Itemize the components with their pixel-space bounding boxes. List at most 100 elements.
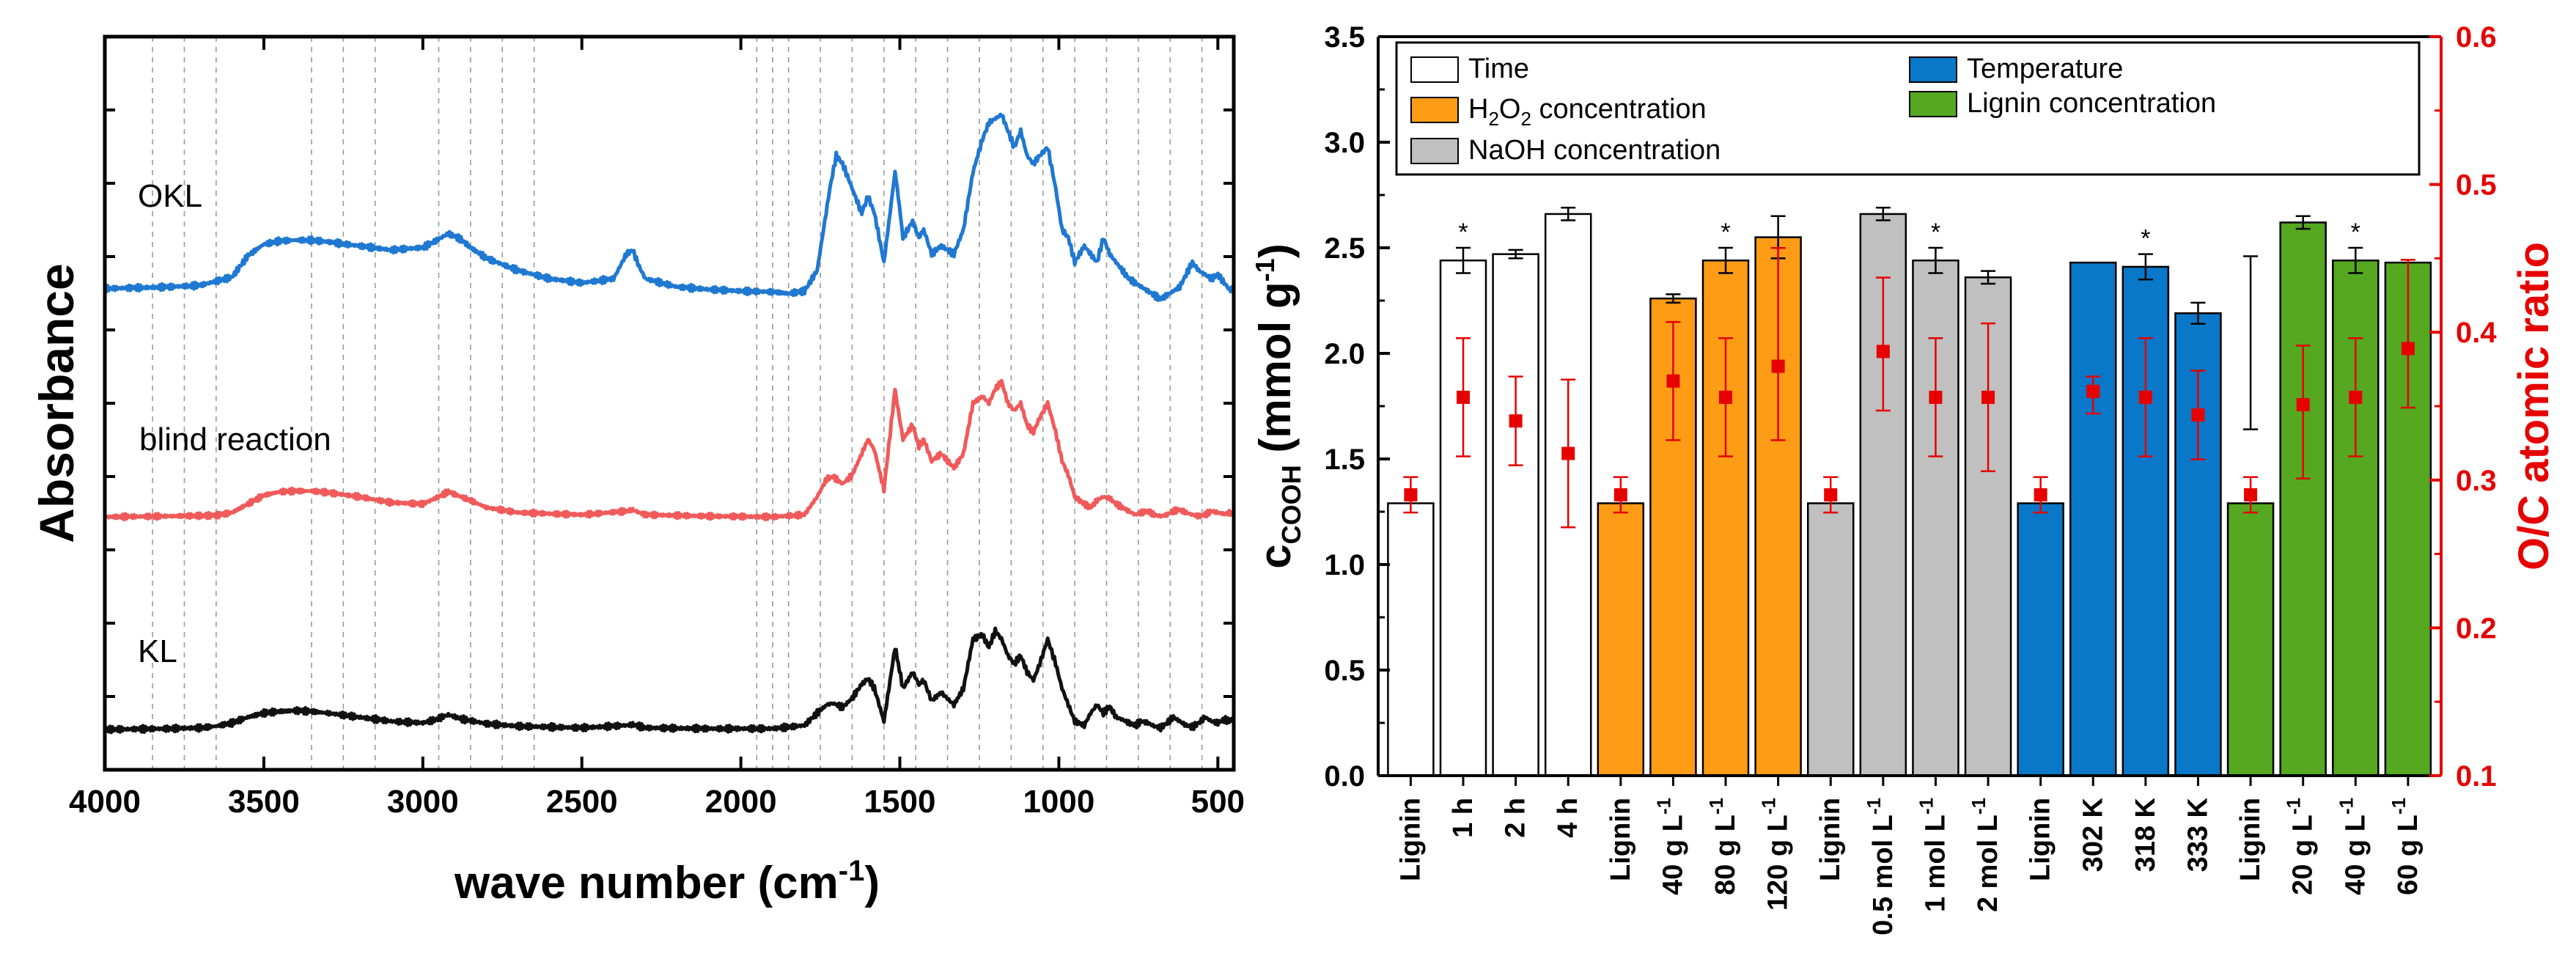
bar-category-text: 80 g L: [1710, 815, 1741, 895]
bar-category-superscript: -1: [1705, 798, 1727, 815]
bar-left-ticks: 0.0 0.5 1.0 1.5 2.0 2.5 3.0 3.5: [1324, 21, 1390, 793]
bar: [2069, 261, 2117, 777]
legend-h2o2-h: H: [1468, 94, 1488, 125]
ftir-x-tick-label: 4000: [69, 784, 141, 820]
oc-ratio-point: [1824, 488, 1838, 501]
bar-category-label: Lignin: [1815, 798, 1846, 881]
bar-left-tick-label: 0.0: [1324, 760, 1365, 793]
bar-category-superscript: -1: [1652, 798, 1674, 815]
bar-category-text: 333 K: [2182, 797, 2213, 872]
bar-category-superscript: -1: [2335, 798, 2357, 815]
significance-marker: *: [2351, 218, 2360, 246]
bar-category-text: 2 h: [1501, 798, 1531, 838]
bar-right-tick-label: 0.3: [2456, 465, 2497, 497]
bar-left-tick-label: 2.0: [1324, 338, 1365, 370]
ftir-line-blind-reaction: [103, 378, 1235, 522]
oc-ratio-point: [2349, 390, 2363, 404]
bar-category-text: 4 h: [1553, 798, 1583, 838]
ftir-x-tick-label: 500: [1191, 784, 1245, 820]
ftir-x-tick-label: 3000: [387, 784, 459, 820]
bar: [1492, 253, 1539, 777]
bar-category-text: Lignin: [1815, 798, 1846, 881]
bar-category-label: 20 g L-1: [2283, 798, 2319, 895]
oc-ratio-point: [1509, 414, 1523, 428]
significance-marker: *: [1721, 218, 1730, 246]
bar-category-text: 40 g L: [1657, 815, 1688, 895]
ftir-x-tick-label: 2500: [546, 784, 618, 820]
bar-left-tick-label: 3.0: [1324, 127, 1365, 159]
oc-ratio-point: [1981, 390, 1995, 404]
ftir-x-tick-label: 3500: [228, 784, 300, 820]
oc-ratio-point: [2244, 488, 2258, 501]
bar-category-text: 1 h: [1448, 798, 1479, 838]
bar-category-text: 60 g L: [2393, 815, 2424, 895]
ftir-x-axis-label-main: wave number (cm: [454, 858, 839, 908]
bar-category-text: Lignin: [1605, 798, 1636, 881]
bar-right-tick-label: 0.5: [2456, 169, 2497, 202]
ftir-line-okl: [103, 112, 1236, 302]
bar-category-label: Lignin: [1395, 798, 1426, 881]
bar-right-ticks: 0.1 0.2 0.3 0.4 0.5 0.6: [2429, 21, 2497, 793]
bar-category-superscript: -1: [2388, 798, 2410, 815]
bar-category-text: 0.5 mol L: [1868, 815, 1899, 935]
legend-frame: [1395, 41, 2421, 176]
significance-marker: *: [2141, 225, 2150, 253]
ftir-x-axis-label: wave number (cm-1): [454, 855, 880, 908]
ftir-x-ticks: 4000 3500 3000 2500 2000 1500 1000 500: [69, 37, 1245, 820]
bar: [2279, 221, 2327, 777]
bar-category-label: 2 h: [1501, 798, 1531, 838]
bar-left-tick-label: 3.5: [1324, 21, 1365, 54]
bar-category-superscript: -1: [1863, 798, 1885, 815]
legend-swatch-h2o2: [1410, 97, 1459, 123]
legend-label-h2o2: H2O2 concentration: [1468, 94, 1707, 130]
bar-error-bars: * * * * *: [1456, 207, 2363, 430]
bar-left-axis-label-unit: (mmol g: [1251, 282, 1300, 465]
bar-category-label: 80 g L-1: [1705, 798, 1741, 895]
bar-category-label: 1 h: [1448, 798, 1479, 838]
bar-category-text: Lignin: [1395, 798, 1426, 881]
bar-category-label: 4 h: [1553, 798, 1583, 838]
bar-right-tick-label: 0.6: [2456, 21, 2497, 54]
bar-chart: * * * * * 0.0 0.5 1.0 1.5 2.0 2.5 3.0 3.5 0.1 0.2 0.3…: [1250, 21, 2558, 935]
oc-ratio-markers: [1403, 247, 2415, 529]
significance-marker: *: [1458, 218, 1468, 246]
bar-category-superscript: -1: [2283, 798, 2305, 815]
ftir-line-kl: [104, 626, 1236, 735]
ftir-x-axis-label-sup: -1: [839, 855, 865, 887]
bar: [1806, 502, 1855, 777]
bar-category-label: 333 K: [2182, 797, 2213, 872]
legend-label-temperature: Temperature: [1967, 54, 2123, 84]
bar-category-label: Lignin: [2235, 798, 2266, 881]
bar-category-text: 20 g L: [2288, 815, 2319, 895]
ftir-series-lines: [103, 112, 1236, 735]
oc-ratio-point: [1457, 390, 1470, 404]
bar-left-axis-label-sub: COOH: [1276, 465, 1306, 544]
bar-category-text: 40 g L: [2340, 815, 2371, 895]
legend: Time H2O2 concentration NaOH concentrati…: [1395, 41, 2421, 176]
oc-ratio-point: [2086, 384, 2100, 398]
bar-left-axis-label: cCOOH (mmol g-1): [1250, 243, 1306, 568]
oc-ratio-point: [1613, 488, 1627, 501]
oc-ratio-point: [1666, 374, 1680, 388]
legend-swatch-naoh: [1410, 138, 1459, 164]
oc-ratio-point: [2296, 397, 2310, 411]
bar-right-tick-label: 0.2: [2456, 612, 2497, 644]
bar-category-text: 302 K: [2078, 797, 2108, 872]
oc-ratio-point: [1719, 390, 1733, 404]
bar-category-superscript: -1: [1915, 798, 1937, 815]
legend-label-lignin: Lignin concentration: [1967, 88, 2216, 119]
bar: [1964, 276, 2012, 777]
bar: [2017, 502, 2064, 777]
ftir-x-tick-label: 1500: [864, 784, 936, 820]
legend-h2o2-sub2: 2: [1520, 108, 1531, 130]
legend-swatch-temperature: [1909, 56, 1957, 83]
label-okl: OKL: [138, 178, 202, 214]
bar-category-text: 318 K: [2130, 797, 2161, 872]
ftir-plot-frame: [103, 34, 1236, 772]
bar-category-text: 1 mol L: [1920, 815, 1951, 912]
label-kl: KL: [138, 633, 177, 669]
ftir-y-ticks: [105, 109, 1234, 698]
bar: [2226, 502, 2275, 777]
legend-h2o2-sub1: 2: [1488, 108, 1498, 130]
